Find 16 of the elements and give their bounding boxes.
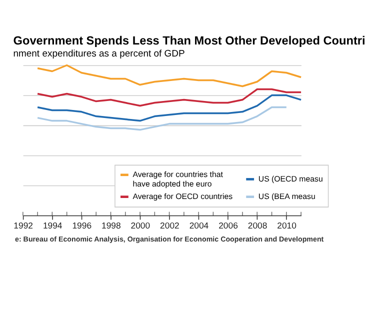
- legend-label: Average for OECD countries: [132, 192, 233, 202]
- legend-label: US (OECD measu: [258, 174, 323, 184]
- chart-title: Government Spends Less Than Most Other Developed Countri: [13, 34, 366, 48]
- x-tick-label: 2006: [218, 220, 238, 230]
- x-tick-label: 2002: [160, 220, 180, 230]
- legend-label: US (BEA measu: [258, 192, 316, 202]
- x-tick-label: 2008: [248, 220, 268, 230]
- legend-label: Average for countries that have adopted the euro: [132, 170, 224, 189]
- x-tick-label: 2004: [189, 220, 209, 230]
- x-tick-label: 2000: [130, 220, 150, 230]
- chart-subtitle: nment expenditures as a percent of GDP: [13, 48, 185, 60]
- x-tick-label: 1996: [72, 220, 92, 230]
- x-tick-label: 1994: [42, 220, 62, 230]
- x-tick-label: 2010: [277, 220, 297, 230]
- x-tick-label: 1998: [101, 220, 121, 230]
- x-tick-label: 1992: [14, 220, 34, 230]
